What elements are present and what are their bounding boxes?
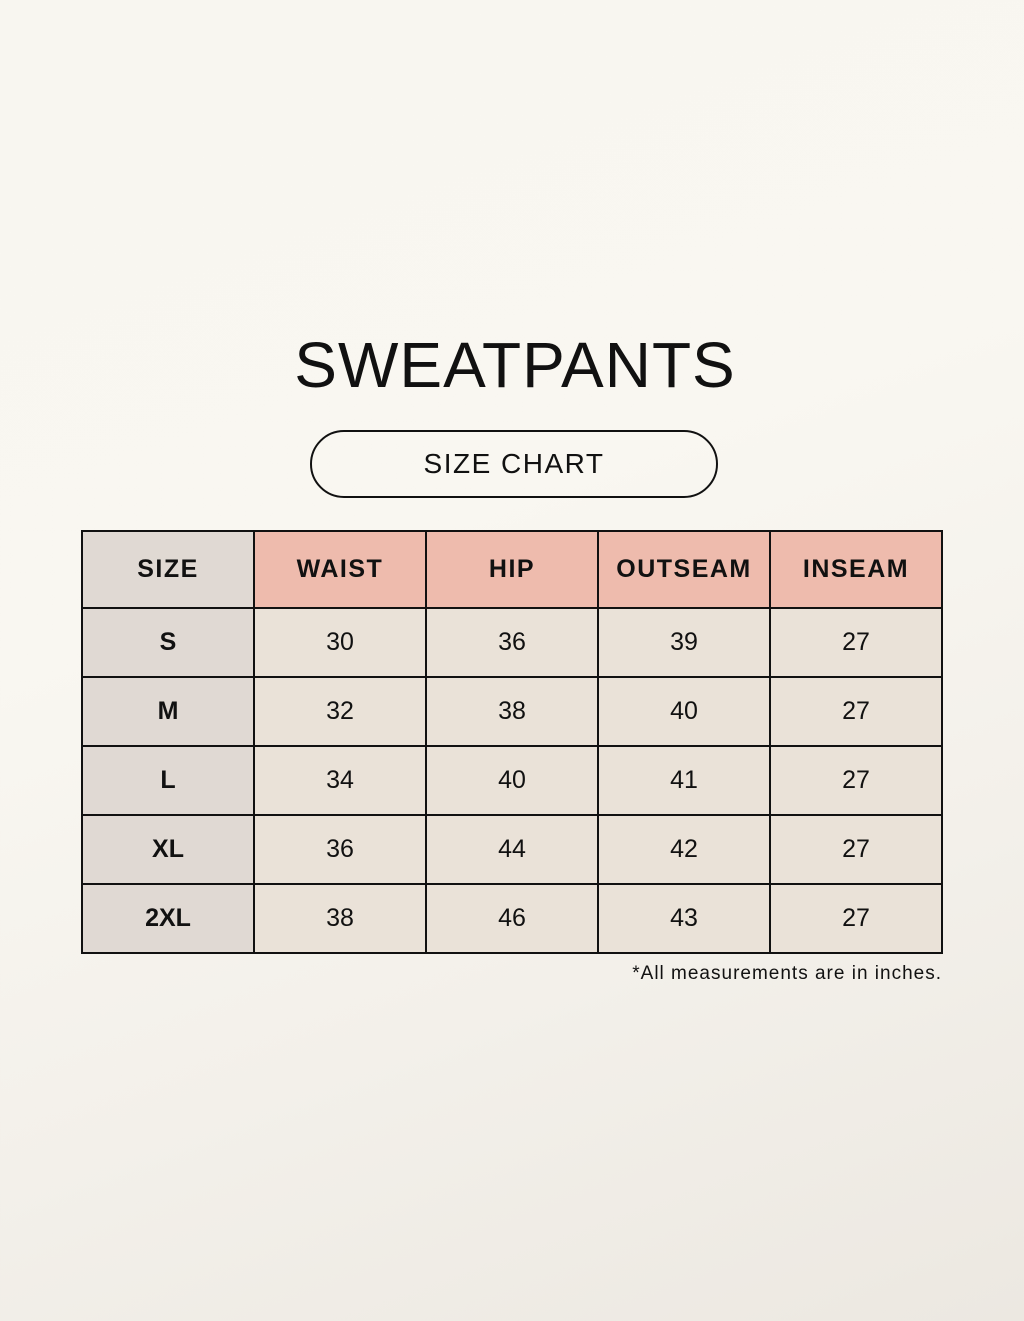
size-label: S [81, 607, 255, 678]
size-label: XL [81, 814, 255, 885]
table-row: XL 36 44 42 27 [81, 814, 943, 885]
size-label: 2XL [81, 883, 255, 954]
table-row: L 34 40 41 27 [81, 745, 943, 816]
size-chart-text: SIZE CHART [423, 448, 605, 479]
measurement-cell: 46 [425, 883, 599, 954]
table-row: M 32 38 40 27 [81, 676, 943, 747]
column-header-inseam: INSEAM [769, 530, 943, 609]
measurement-cell: 27 [769, 676, 943, 747]
measurement-cell: 38 [253, 883, 427, 954]
page-title: SWEATPANTS [294, 329, 736, 401]
measurement-cell: 44 [425, 814, 599, 885]
column-header-hip: HIP [425, 530, 599, 609]
measurement-note: *All measurements are in inches. [632, 963, 942, 984]
measurement-cell: 40 [597, 676, 771, 747]
table-row: 2XL 38 46 43 27 [81, 883, 943, 954]
measurement-cell: 40 [425, 745, 599, 816]
measurement-cell: 38 [425, 676, 599, 747]
column-header-waist: WAIST [253, 530, 427, 609]
measurement-cell: 27 [769, 883, 943, 954]
size-table: SIZE WAIST HIP OUTSEAM INSEAM S 30 36 39 27 M 32 38… [81, 530, 943, 954]
measurement-cell: 32 [253, 676, 427, 747]
measurement-cell: 43 [597, 883, 771, 954]
column-header-outseam: OUTSEAM [597, 530, 771, 609]
table-row: S 30 36 39 27 [81, 607, 943, 678]
measurement-cell: 42 [597, 814, 771, 885]
column-header-size: SIZE [81, 530, 255, 609]
measurement-cell: 39 [597, 607, 771, 678]
size-label: M [81, 676, 255, 747]
size-chart-label: SIZE CHART [310, 430, 718, 498]
measurement-cell: 36 [253, 814, 427, 885]
measurement-cell: 27 [769, 607, 943, 678]
measurement-cell: 41 [597, 745, 771, 816]
measurement-cell: 34 [253, 745, 427, 816]
measurement-cell: 27 [769, 814, 943, 885]
measurement-cell: 30 [253, 607, 427, 678]
measurement-cell: 36 [425, 607, 599, 678]
measurement-cell: 27 [769, 745, 943, 816]
size-label: L [81, 745, 255, 816]
table-header-row: SIZE WAIST HIP OUTSEAM INSEAM [81, 530, 943, 609]
